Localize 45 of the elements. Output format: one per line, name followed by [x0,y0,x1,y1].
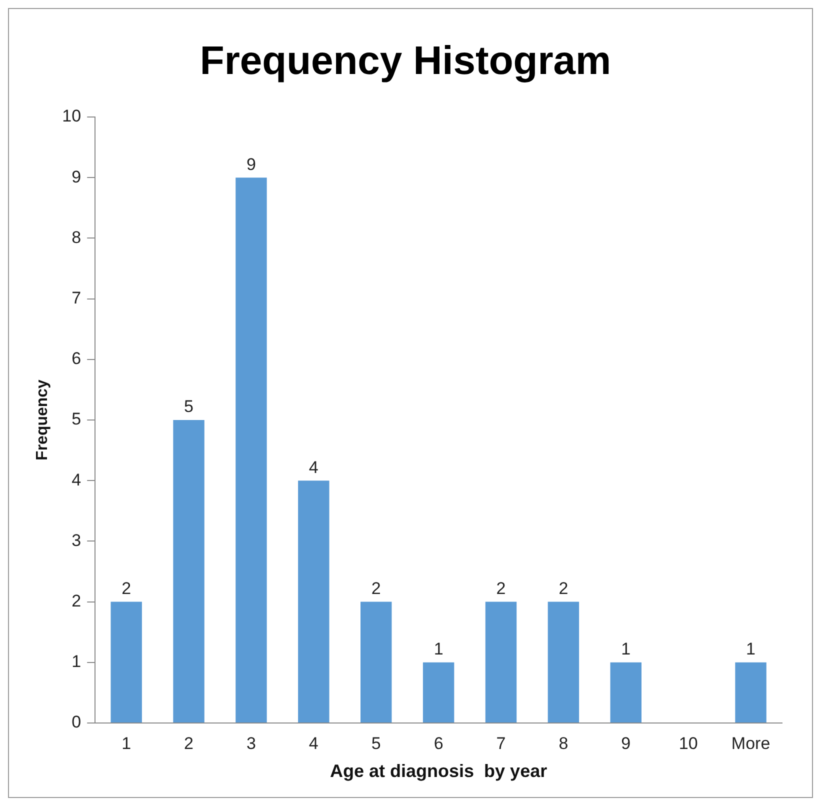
x-tick-label: 7 [496,734,506,753]
x-tick-label: 3 [246,734,256,753]
bar [236,178,267,722]
x-tick-label: 4 [308,734,318,753]
y-tick-label: 3 [72,530,82,550]
data-label: 2 [558,578,568,598]
data-label: 1 [621,640,631,659]
x-axis-title: Age at diagnosis by year [330,761,548,782]
x-tick-label: 6 [434,734,444,753]
data-label: 9 [246,154,256,174]
x-tick-label: 8 [558,734,568,753]
data-label: 2 [371,578,381,598]
y-axis-title: Frequency [34,379,52,460]
data-label: 2 [122,578,132,598]
bar [548,602,580,722]
bar [173,420,204,722]
x-tick-label: More [731,734,770,753]
y-tick-label: 2 [72,591,82,610]
bar [485,602,517,722]
data-label: 5 [184,397,194,416]
x-tick-label: 5 [371,734,381,753]
chart-title: Frequency Histogram [200,39,612,84]
x-tick-label: 2 [184,734,194,753]
y-tick-label: 8 [72,228,82,247]
x-tick-label: 9 [621,734,631,753]
y-tick-label: 0 [72,712,82,732]
data-label: 2 [496,578,506,598]
bar [610,662,642,722]
y-tick-label: 4 [72,470,82,490]
bar [110,602,142,722]
data-label: 1 [746,640,756,659]
x-tick-label: 1 [122,734,132,753]
x-tick-label: 10 [678,734,698,753]
data-label: 1 [434,640,444,659]
bar [360,602,392,722]
y-tick-label: 5 [72,410,82,429]
bar [735,662,766,722]
y-tick-label: 1 [72,652,82,672]
data-label: 4 [308,458,318,477]
bar [422,662,454,722]
bar [298,480,330,722]
y-tick-label: 9 [72,167,82,186]
y-tick-label: 10 [62,106,82,126]
y-tick-label: 6 [72,349,82,368]
y-tick-label: 7 [72,288,82,308]
